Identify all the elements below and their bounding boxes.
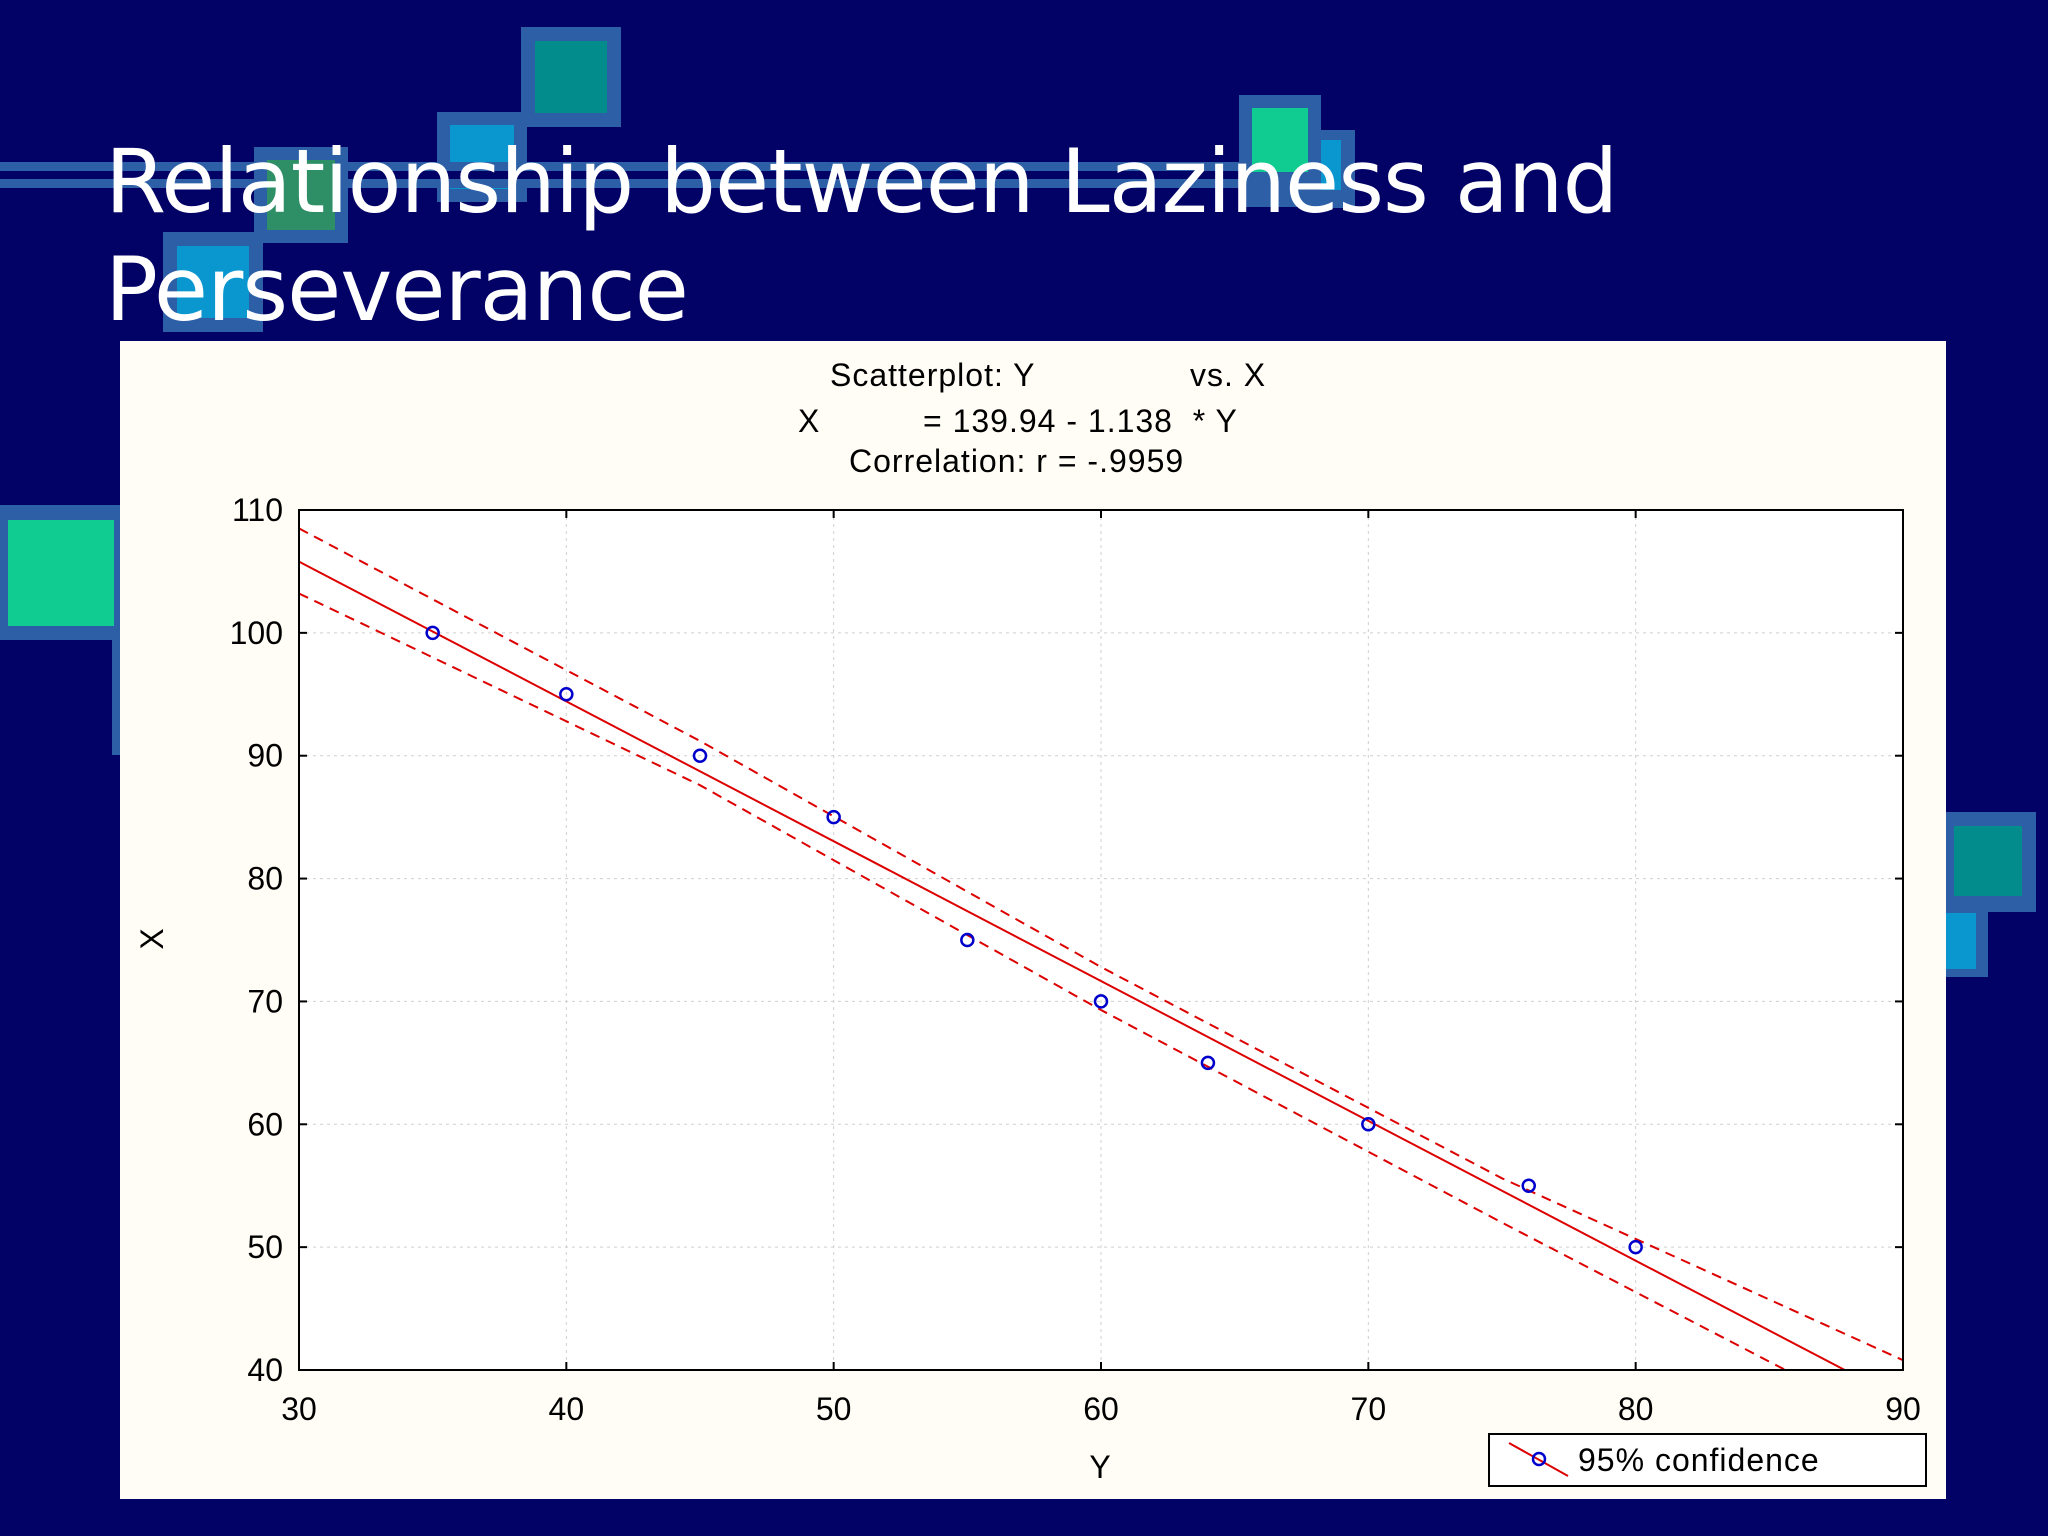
y-tick-label: 70 bbox=[247, 983, 283, 1019]
deco-square-teal-top bbox=[521, 27, 621, 127]
x-tick-label: 70 bbox=[1351, 1391, 1387, 1427]
chart-title-right: vs. X bbox=[1190, 357, 1266, 393]
x-axis-label: Y bbox=[1089, 1449, 1110, 1485]
deco-square-cyan-lower-right bbox=[1946, 905, 1988, 977]
legend-label: 95% confidence bbox=[1578, 1442, 1820, 1478]
y-tick-label: 90 bbox=[247, 738, 283, 774]
data-point bbox=[960, 932, 975, 948]
plot-area bbox=[298, 509, 1904, 1371]
deco-bar-horizontal bbox=[0, 162, 1350, 188]
data-point bbox=[1361, 1117, 1376, 1132]
legend-point-swatch bbox=[1531, 1451, 1547, 1467]
y-tick-label: 80 bbox=[247, 861, 283, 897]
deco-square-cyan-left bbox=[163, 232, 263, 332]
data-point bbox=[559, 687, 574, 702]
y-axis-label: X bbox=[134, 928, 170, 949]
data-point bbox=[826, 809, 841, 825]
x-ticks: 30 40 50 60 70 80 90 bbox=[281, 510, 1921, 1427]
y-tick-label: 60 bbox=[247, 1106, 283, 1142]
chart-title-left: Scatterplot: Y bbox=[830, 357, 1036, 393]
deco-square-green bbox=[254, 147, 348, 243]
x-tick-label: 80 bbox=[1618, 1391, 1654, 1427]
y-tick-label: 40 bbox=[247, 1352, 283, 1388]
slide-title: Relationship between Laziness and Persev… bbox=[105, 128, 1618, 344]
deco-square-teal-right bbox=[1946, 812, 2036, 912]
legend-box bbox=[1488, 1433, 1927, 1487]
y-tick-label: 110 bbox=[232, 492, 283, 528]
equation-rhs: = 139.94 - 1.138 * Y bbox=[923, 403, 1238, 439]
y-tick-label: 50 bbox=[247, 1229, 283, 1265]
data-points bbox=[425, 625, 1643, 1255]
data-point bbox=[1628, 1239, 1643, 1255]
data-point bbox=[1521, 1178, 1536, 1193]
deco-square-mint-right bbox=[1239, 95, 1321, 207]
grid-lines bbox=[299, 510, 1903, 1370]
legend-line-swatch bbox=[1508, 1442, 1569, 1477]
legend: 95% confidence bbox=[1488, 1433, 1927, 1487]
confidence-band-lower bbox=[299, 592, 1786, 1370]
data-point bbox=[1200, 1055, 1216, 1071]
data-point bbox=[425, 625, 440, 641]
chart-panel: 30 40 50 60 70 80 90 40 50 60 70 80 90 100 110 Scatte… bbox=[120, 341, 1946, 1499]
confidence-band bbox=[299, 527, 1903, 1370]
y-tick-label: 100 bbox=[230, 615, 283, 651]
equation-lhs: X bbox=[798, 403, 820, 439]
data-point bbox=[1093, 994, 1109, 1009]
confidence-band-upper bbox=[299, 527, 1903, 1362]
y-ticks: 40 50 60 70 80 90 100 110 bbox=[230, 492, 1903, 1388]
x-tick-label: 50 bbox=[816, 1391, 852, 1427]
x-tick-label: 30 bbox=[281, 1391, 317, 1427]
x-tick-label: 40 bbox=[549, 1391, 585, 1427]
deco-strip-left bbox=[112, 635, 122, 755]
deco-square-mint-left bbox=[0, 505, 122, 640]
chart-subtitle: Correlation: r = -.9959 bbox=[849, 443, 1184, 479]
slide-title-line-2: Perseverance bbox=[105, 238, 689, 341]
deco-square-cyan-right bbox=[1313, 130, 1355, 208]
data-point bbox=[692, 748, 708, 763]
slide-title-line-1: Relationship between Laziness and bbox=[105, 130, 1618, 233]
x-tick-label: 60 bbox=[1083, 1391, 1119, 1427]
x-tick-label: 90 bbox=[1885, 1391, 1921, 1427]
